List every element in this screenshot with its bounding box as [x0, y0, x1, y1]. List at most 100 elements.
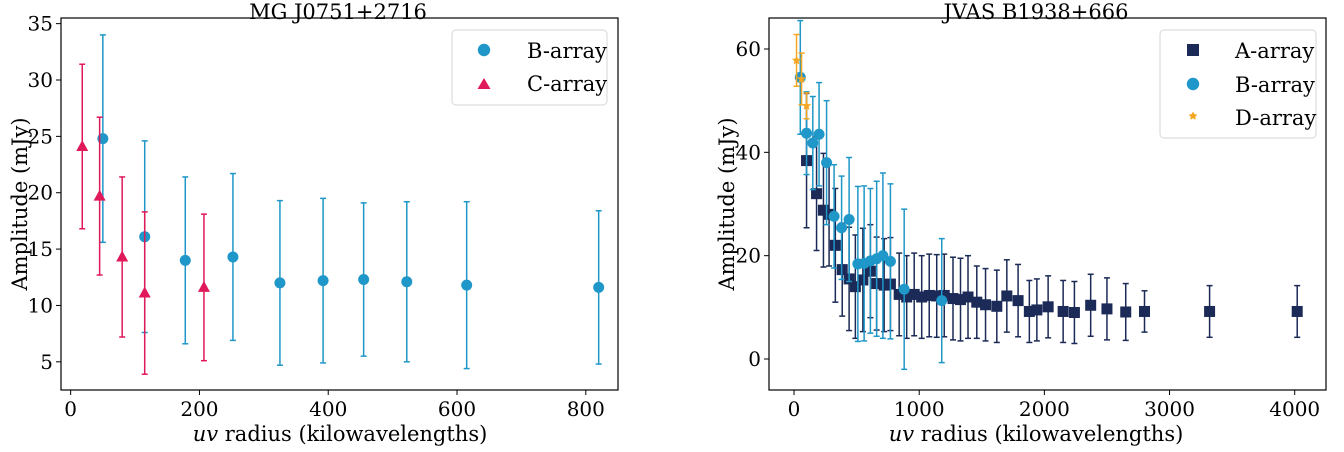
- series-d-array: [791, 33, 812, 120]
- data-point: [801, 127, 813, 139]
- data-point: [791, 55, 802, 65]
- x-tick-label: 2000: [1019, 397, 1070, 421]
- chart-panel-right: JVAS B1938+666 0 1000 2000 3000 4000 0 20 40 60…: [715, 0, 1327, 446]
- x-axis-label: uv radius (kilowavelengths): [193, 422, 488, 446]
- data-point: [817, 204, 829, 216]
- data-point: [916, 291, 928, 303]
- y-tick-label: 20: [28, 181, 53, 205]
- data-point: [358, 274, 370, 286]
- x-axis-ticks: 0 1000 2000 3000 4000: [788, 390, 1320, 421]
- data-point: [401, 276, 413, 288]
- data-point: [317, 275, 329, 287]
- data-point: [878, 279, 890, 291]
- legend-label: B-array: [527, 39, 607, 63]
- x-tick-label: 600: [438, 397, 476, 421]
- data-point: [1042, 301, 1054, 313]
- data-point: [843, 214, 855, 225]
- data-point: [1023, 305, 1035, 317]
- data-point: [898, 283, 910, 295]
- legend-item-c-array: C-array: [477, 72, 607, 96]
- data-point: [179, 254, 191, 266]
- data-point: [1101, 303, 1113, 315]
- data-point: [1057, 305, 1069, 317]
- y-tick-label: 60: [736, 37, 761, 61]
- data-point: [971, 296, 983, 308]
- legend-box: [451, 29, 608, 106]
- data-point: [947, 293, 959, 305]
- data-point: [857, 274, 869, 286]
- y-tick-label: 25: [28, 124, 53, 148]
- data-point: [1204, 305, 1216, 317]
- data-point: [1120, 306, 1132, 318]
- legend-marker-square: [1187, 44, 1199, 56]
- data-point: [931, 290, 943, 302]
- legend-item-a-array: A-array: [1187, 39, 1314, 63]
- legend-marker-star: [1188, 111, 1198, 120]
- data-point: [893, 288, 905, 300]
- y-tick-label: 30: [28, 68, 53, 92]
- chart-title: JVAS B1938+666: [942, 0, 1129, 24]
- legend-marker-triangle: [477, 78, 491, 89]
- data-point: [274, 277, 286, 289]
- data-point: [829, 239, 841, 251]
- legend-label: C-array: [527, 72, 607, 96]
- data-point: [1085, 299, 1097, 311]
- data-point: [796, 74, 807, 83]
- y-axis-ticks: 5 10 15 20 25 30 35: [28, 12, 61, 374]
- y-tick-label: 5: [40, 350, 53, 374]
- legend-marker-circle: [477, 43, 491, 57]
- data-point: [938, 289, 950, 301]
- data-marks: [76, 34, 605, 375]
- x-tick-label: 3000: [1144, 397, 1195, 421]
- x-tick-label: 1000: [894, 397, 945, 421]
- x-axis-label: uv radius (kilowavelengths): [889, 422, 1184, 446]
- data-point: [197, 280, 210, 292]
- data-point: [461, 279, 473, 291]
- legend-item-d-array: D-array: [1188, 106, 1316, 130]
- data-point: [877, 250, 889, 262]
- chart-title: MG J0751+2716: [249, 0, 427, 24]
- y-tick-label: 20: [736, 244, 761, 268]
- x-tick-label: 200: [180, 397, 218, 421]
- data-point: [93, 189, 106, 201]
- data-point: [1001, 290, 1013, 302]
- data-point: [811, 188, 823, 200]
- data-point: [138, 286, 151, 298]
- x-tick-label: 0: [788, 397, 801, 421]
- legend-item-b-array: B-array: [477, 39, 607, 63]
- legend: B-array C-array: [451, 29, 608, 106]
- x-axis-ticks: 0 200 400 600 800: [64, 390, 605, 421]
- data-point: [908, 288, 920, 300]
- data-marks: [791, 19, 1303, 371]
- x-tick-label: 4000: [1269, 397, 1320, 421]
- legend-label: B-array: [1235, 73, 1315, 97]
- legend: A-array B-array D-array: [1159, 29, 1317, 139]
- data-point: [955, 294, 967, 306]
- legend-box: [1159, 29, 1317, 139]
- data-point: [593, 281, 605, 293]
- chart-panel-left: MG J0751+2716 0 200 400 600 800 5 10 15 20 25 30 3…: [8, 0, 619, 446]
- data-point: [807, 137, 819, 149]
- data-point: [884, 255, 896, 267]
- series-b-array: [97, 34, 605, 370]
- data-point: [116, 250, 129, 262]
- data-point: [836, 222, 848, 234]
- plot-area: [768, 17, 1327, 391]
- data-point: [1031, 304, 1043, 316]
- data-point: [821, 157, 833, 169]
- y-axis-label: Amplitude (mJy): [715, 117, 739, 291]
- y-axis-ticks: 0 20 40 60: [736, 37, 769, 371]
- legend-item-b-array: B-array: [1186, 73, 1315, 97]
- legend-label: D-array: [1235, 106, 1316, 130]
- data-point: [936, 295, 948, 307]
- data-point: [801, 100, 812, 110]
- data-point: [828, 210, 840, 222]
- y-tick-label: 35: [28, 12, 53, 36]
- data-point: [1291, 305, 1303, 317]
- series-b-array: [794, 19, 948, 371]
- data-point: [901, 291, 913, 303]
- x-tick-label: 400: [309, 397, 347, 421]
- legend-label: A-array: [1234, 39, 1314, 63]
- series-c-array: [76, 63, 210, 375]
